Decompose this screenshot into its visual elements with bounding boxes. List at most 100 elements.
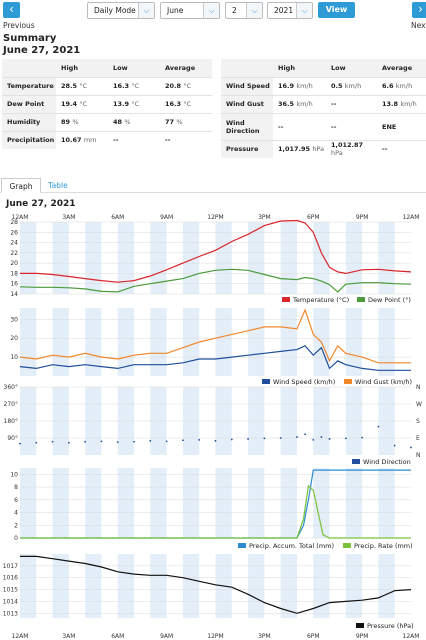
y-tick-label: 28 <box>10 219 18 226</box>
hour-band <box>280 308 297 376</box>
wind-direction-point <box>361 436 364 439</box>
wind-direction-point <box>393 444 396 447</box>
hour-band <box>52 308 69 376</box>
month-select[interactable]: June ⌵ <box>160 2 220 19</box>
cell-low: 0.5 km/h <box>326 76 377 95</box>
graph-date-title: June 27, 2021 <box>6 199 76 209</box>
hour-band <box>248 308 265 376</box>
legend-label: Dew Point (°) <box>368 296 411 304</box>
hour-band <box>313 468 330 538</box>
hour-band <box>345 554 363 618</box>
cell-high: -- <box>273 112 326 140</box>
hour-band <box>182 554 200 618</box>
y-tick-label: 26 <box>10 229 18 236</box>
hour-band <box>85 308 102 376</box>
time-tick-label: 3PM <box>258 633 271 640</box>
next-day-button[interactable]: › <box>412 2 426 18</box>
row-label: Temperature <box>2 76 56 95</box>
day-select[interactable]: 2 ⌵ <box>225 2 263 19</box>
row-label: Wind Speed <box>221 76 273 95</box>
cell-average: ENE <box>377 112 426 140</box>
summary-table-left: High Low Average Temperature 28.5 °C 16.… <box>2 59 212 149</box>
header-blank <box>221 59 273 77</box>
cell-high: 28.5 °C <box>56 76 108 95</box>
legend-label: Wind Speed (km/h) <box>273 378 335 386</box>
row-label: Dew Point <box>2 94 56 113</box>
hour-band <box>52 554 69 618</box>
table-row: Precipitation 10.67 mm -- -- <box>2 130 212 149</box>
wind-direction-point <box>67 441 70 444</box>
wind-direction-point <box>133 440 135 443</box>
legend-swatch <box>344 379 352 384</box>
next-label[interactable]: Next <box>411 21 426 30</box>
year-select-value: 2021 <box>274 6 294 15</box>
hour-band <box>150 554 167 618</box>
y-tick-label: 270° <box>4 401 18 408</box>
y-tick-label: 20 <box>10 260 18 267</box>
hour-band <box>313 554 330 618</box>
legend-swatch <box>352 459 360 464</box>
hour-band <box>150 308 167 376</box>
wind-direction-point <box>304 433 307 436</box>
wind-direction-point <box>100 440 103 443</box>
chevron-down-icon: ⌵ <box>203 3 219 18</box>
row-label: Precipitation <box>2 130 56 149</box>
summary-heading: Summary June 27, 2021 <box>3 33 80 57</box>
hour-band <box>150 468 167 538</box>
month-select-value: June <box>167 6 184 15</box>
cell-low: 13.9 °C <box>108 94 160 113</box>
cell-low: 16.3 °C <box>108 76 160 95</box>
view-tabs: Graph Table <box>0 178 426 193</box>
mode-select[interactable]: Daily Mode ⌵ <box>87 2 155 19</box>
legend-swatch <box>238 543 246 548</box>
y-tick-label: 8 <box>14 484 18 491</box>
time-tick-label: 9PM <box>356 633 369 640</box>
y-tick-label: 20 <box>10 335 18 342</box>
previous-day-button[interactable]: ‹ <box>3 2 20 18</box>
table-row: Wind Direction -- -- ENE <box>221 112 426 140</box>
y-tick-label: 24 <box>10 240 18 247</box>
series-line <box>20 555 412 614</box>
tab-table[interactable]: Table <box>48 181 68 190</box>
time-tick-label: 3PM <box>258 214 271 221</box>
header-average: Average <box>377 59 426 77</box>
view-button[interactable]: View <box>318 2 355 18</box>
y-tick-label: 2 <box>14 522 18 529</box>
hour-band <box>215 468 232 538</box>
year-select[interactable]: 2021 ⌵ <box>267 2 313 19</box>
hour-band <box>20 468 37 538</box>
series-line <box>20 219 412 283</box>
cell-average: 77 % <box>160 112 212 131</box>
header-high: High <box>56 59 108 77</box>
y-tick-label: 1017 <box>3 563 18 570</box>
tab-graph[interactable]: Graph <box>1 178 41 193</box>
cell-high: 36.5 km/h <box>273 94 326 113</box>
compass-label: S <box>416 418 420 425</box>
cell-low: -- <box>108 130 160 149</box>
y-tick-label: 1015 <box>3 587 18 594</box>
time-tick-label: 12AM <box>403 214 420 221</box>
time-tick-label: 12PM <box>207 633 223 640</box>
cell-low: 1,012.87 hPa <box>326 139 377 158</box>
hour-band <box>215 308 232 376</box>
wind-direction-point <box>320 436 323 438</box>
chevron-down-icon: ⌵ <box>246 3 262 18</box>
row-label: Wind Direction <box>221 112 273 140</box>
wind-direction-point <box>344 437 347 440</box>
table-row: Wind Gust 36.5 km/h -- 13.8 km/h <box>221 94 426 113</box>
y-tick-label: 10 <box>10 471 18 478</box>
table-row: Wind Speed 16.9 km/h 0.5 km/h 6.6 km/h <box>221 76 426 95</box>
hour-band <box>117 468 135 538</box>
summary-date: June 27, 2021 <box>3 45 81 56</box>
legend-swatch <box>343 543 351 548</box>
time-tick-label: 6AM <box>111 214 124 221</box>
compass-label: E <box>416 435 420 442</box>
previous-label[interactable]: Previous <box>3 21 35 30</box>
wind-direction-point <box>198 438 201 441</box>
hour-band <box>280 468 297 538</box>
wind-direction-point <box>35 441 38 444</box>
weather-charts: 12AM 12AM 3AM 3AM 6AM 6AM 9AM 9AM 12PM 12PM 3PM 3PM… <box>3 214 422 640</box>
hour-band <box>378 554 395 618</box>
row-label: Humidity <box>2 112 56 131</box>
row-label: Pressure <box>221 139 273 158</box>
